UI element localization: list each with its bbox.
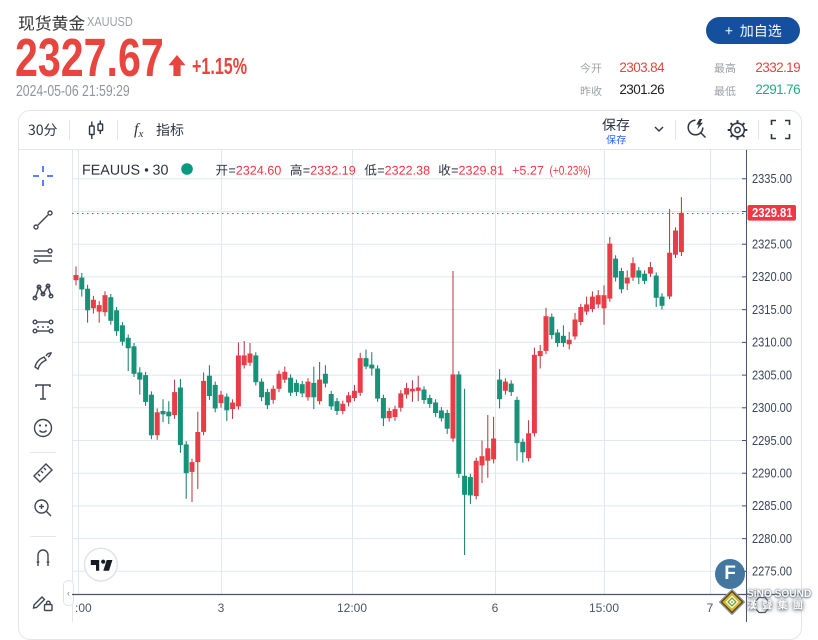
svg-text:2275.00: 2275.00 <box>752 564 792 579</box>
svg-text:12:00: 12:00 <box>337 601 367 615</box>
svg-text:2335.00: 2335.00 <box>752 171 792 186</box>
svg-text:2280.00: 2280.00 <box>752 531 792 546</box>
svg-text:2320.00: 2320.00 <box>752 269 792 284</box>
svg-text:2290.00: 2290.00 <box>752 466 792 481</box>
svg-text:6: 6 <box>492 601 499 615</box>
svg-text:2300.00: 2300.00 <box>752 400 792 415</box>
svg-text::00: :00 <box>75 601 92 615</box>
svg-text:2315.00: 2315.00 <box>752 302 792 317</box>
svg-text:2329.81: 2329.81 <box>752 206 793 220</box>
svg-text:2305.00: 2305.00 <box>752 367 792 382</box>
svg-text:3: 3 <box>218 601 225 615</box>
svg-text:2295.00: 2295.00 <box>752 433 792 448</box>
svg-text:2310.00: 2310.00 <box>752 335 792 350</box>
svg-text:15:00: 15:00 <box>589 601 619 615</box>
svg-text:7: 7 <box>707 601 714 615</box>
svg-text:2325.00: 2325.00 <box>752 237 792 252</box>
svg-text:2285.00: 2285.00 <box>752 498 792 513</box>
